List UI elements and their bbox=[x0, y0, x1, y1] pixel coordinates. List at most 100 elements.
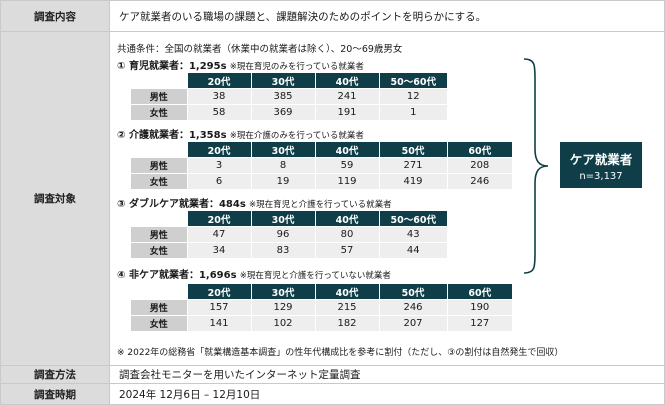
header-blank-cell bbox=[131, 284, 187, 300]
row-label-male: 男性 bbox=[131, 88, 187, 105]
table-cell: 215 bbox=[314, 299, 379, 316]
label-survey-content: 調査内容 bbox=[1, 1, 110, 31]
col-header: 40代 bbox=[314, 73, 379, 89]
row-survey-period: 調査時期 2024年 12月6日 – 12月10日 bbox=[1, 384, 664, 404]
col-header: 30代 bbox=[250, 211, 315, 227]
table-cell: 127 bbox=[446, 315, 512, 331]
header-blank-cell bbox=[131, 142, 187, 158]
col-header: 30代 bbox=[250, 142, 315, 158]
care-workers-total-box: ケア就業者 n=3,137 bbox=[560, 142, 642, 188]
care-workers-title: ケア就業者 bbox=[569, 152, 633, 167]
col-header: 20代 bbox=[186, 284, 251, 300]
col-header: 40代 bbox=[314, 211, 379, 227]
table-cell: 369 bbox=[250, 104, 315, 120]
table-cell: 3 bbox=[186, 157, 251, 174]
row-survey-content: 調査内容 ケア就業者のいる職場の課題と、課題解決のためのポイントを明らかにする。 bbox=[1, 1, 664, 32]
col-header: 50代 bbox=[378, 284, 447, 300]
col-header: 30代 bbox=[250, 284, 315, 300]
label-survey-target: 調査対象 bbox=[1, 32, 110, 365]
table-cell: 58 bbox=[186, 104, 251, 120]
care-workers-total: n=3,137 bbox=[579, 171, 623, 182]
col-header: 50～60代 bbox=[378, 73, 447, 89]
row-label-male: 男性 bbox=[131, 299, 187, 316]
table-cell: 38 bbox=[186, 88, 251, 105]
table-cell: 119 bbox=[314, 173, 379, 189]
table-cell: 34 bbox=[186, 242, 251, 258]
table-cell: 182 bbox=[314, 315, 379, 331]
table-cell: 80 bbox=[314, 226, 379, 243]
table-nursing-care-workers: 20代 30代 40代 50代 60代 男性 3 8 59 271 208 女性… bbox=[131, 142, 512, 189]
section-title: ③ ダブルケア就業者：484s bbox=[117, 199, 246, 210]
table-cell: 190 bbox=[446, 299, 512, 316]
section-note: ※現在育児と介護を行っている就業者 bbox=[248, 200, 392, 210]
table-cell: 8 bbox=[250, 157, 315, 174]
col-header: 40代 bbox=[314, 142, 379, 158]
table-cell: 47 bbox=[186, 226, 251, 243]
row-label-female: 女性 bbox=[131, 104, 187, 120]
col-header: 50～60代 bbox=[378, 211, 447, 227]
row-label-female: 女性 bbox=[131, 173, 187, 189]
col-header: 40代 bbox=[314, 284, 379, 300]
table-double-care-workers: 20代 30代 40代 50～60代 男性 47 96 80 43 女性 34 … bbox=[131, 211, 447, 258]
common-conditions: 共通条件：全国の就業者（休業中の就業者は除く）、20～69歳男女 bbox=[117, 44, 403, 55]
table-cell: 12 bbox=[378, 88, 447, 105]
table-cell: 141 bbox=[186, 315, 251, 331]
section-heading-double-care: ③ ダブルケア就業者：484s ※現在育児と介護を行っている就業者 bbox=[117, 195, 392, 210]
label-survey-period: 調査時期 bbox=[1, 384, 110, 404]
table-cell: 44 bbox=[378, 242, 447, 258]
allocation-footnote: ※ 2022年の総務省「就業構造基本調査」の性年代構成比を参考に割付（ただし、③… bbox=[117, 348, 564, 358]
table-cell: 241 bbox=[314, 88, 379, 105]
col-header: 60代 bbox=[446, 284, 512, 300]
section-heading-childcare: ① 育児就業者：1,295s ※現在育児のみを行っている就業者 bbox=[117, 57, 364, 72]
table-cell: 246 bbox=[378, 299, 447, 316]
table-cell: 207 bbox=[378, 315, 447, 331]
col-header: 20代 bbox=[186, 142, 251, 158]
table-cell: 57 bbox=[314, 242, 379, 258]
col-header: 50代 bbox=[378, 142, 447, 158]
table-cell: 1 bbox=[378, 104, 447, 120]
table-cell: 191 bbox=[314, 104, 379, 120]
col-header: 30代 bbox=[250, 73, 315, 89]
section-title: ④ 非ケア就業者：1,696s bbox=[117, 270, 237, 281]
table-cell: 208 bbox=[446, 157, 512, 174]
row-survey-method: 調査方法 調査会社モニターを用いたインターネット定量調査 bbox=[1, 366, 664, 384]
col-header: 20代 bbox=[186, 211, 251, 227]
table-cell: 83 bbox=[250, 242, 315, 258]
table-cell: 129 bbox=[250, 299, 315, 316]
value-survey-method: 調査会社モニターを用いたインターネット定量調査 bbox=[119, 369, 361, 381]
table-cell: 43 bbox=[378, 226, 447, 243]
curly-brace-icon bbox=[523, 58, 549, 274]
table-cell: 246 bbox=[446, 173, 512, 189]
value-survey-period: 2024年 12月6日 – 12月10日 bbox=[119, 388, 261, 401]
section-note: ※現在育児と介護を行っていない就業者 bbox=[239, 271, 391, 281]
section-title: ② 介護就業者：1,358s bbox=[117, 130, 227, 141]
section-heading-non-care: ④ 非ケア就業者：1,696s ※現在育児と介護を行っていない就業者 bbox=[117, 266, 391, 281]
table-cell: 59 bbox=[314, 157, 379, 174]
row-label-female: 女性 bbox=[131, 315, 187, 331]
table-cell: 96 bbox=[250, 226, 315, 243]
header-blank-cell bbox=[131, 73, 187, 89]
section-note: ※現在介護のみを行っている就業者 bbox=[229, 131, 364, 141]
label-survey-method: 調査方法 bbox=[1, 366, 110, 383]
table-cell: 271 bbox=[378, 157, 447, 174]
row-survey-target: 調査対象 bbox=[1, 32, 664, 366]
row-label-female: 女性 bbox=[131, 242, 187, 258]
table-cell: 102 bbox=[250, 315, 315, 331]
value-survey-content: ケア就業者のいる職場の課題と、課題解決のためのポイントを明らかにする。 bbox=[119, 10, 487, 23]
section-heading-nursing-care: ② 介護就業者：1,358s ※現在介護のみを行っている就業者 bbox=[117, 126, 364, 141]
col-header: 60代 bbox=[446, 142, 512, 158]
table-cell: 419 bbox=[378, 173, 447, 189]
section-title: ① 育児就業者：1,295s bbox=[117, 61, 227, 72]
header-blank-cell bbox=[131, 211, 187, 227]
table-childcare-workers: 20代 30代 40代 50～60代 男性 38 385 241 12 女性 5… bbox=[131, 73, 447, 120]
row-label-male: 男性 bbox=[131, 157, 187, 174]
section-note: ※現在育児のみを行っている就業者 bbox=[229, 62, 364, 72]
table-non-care-workers: 20代 30代 40代 50代 60代 男性 157 129 215 246 1… bbox=[131, 284, 512, 331]
table-cell: 6 bbox=[186, 173, 251, 189]
table-cell: 157 bbox=[186, 299, 251, 316]
row-label-male: 男性 bbox=[131, 226, 187, 243]
col-header: 20代 bbox=[186, 73, 251, 89]
table-cell: 19 bbox=[250, 173, 315, 189]
table-cell: 385 bbox=[250, 88, 315, 105]
